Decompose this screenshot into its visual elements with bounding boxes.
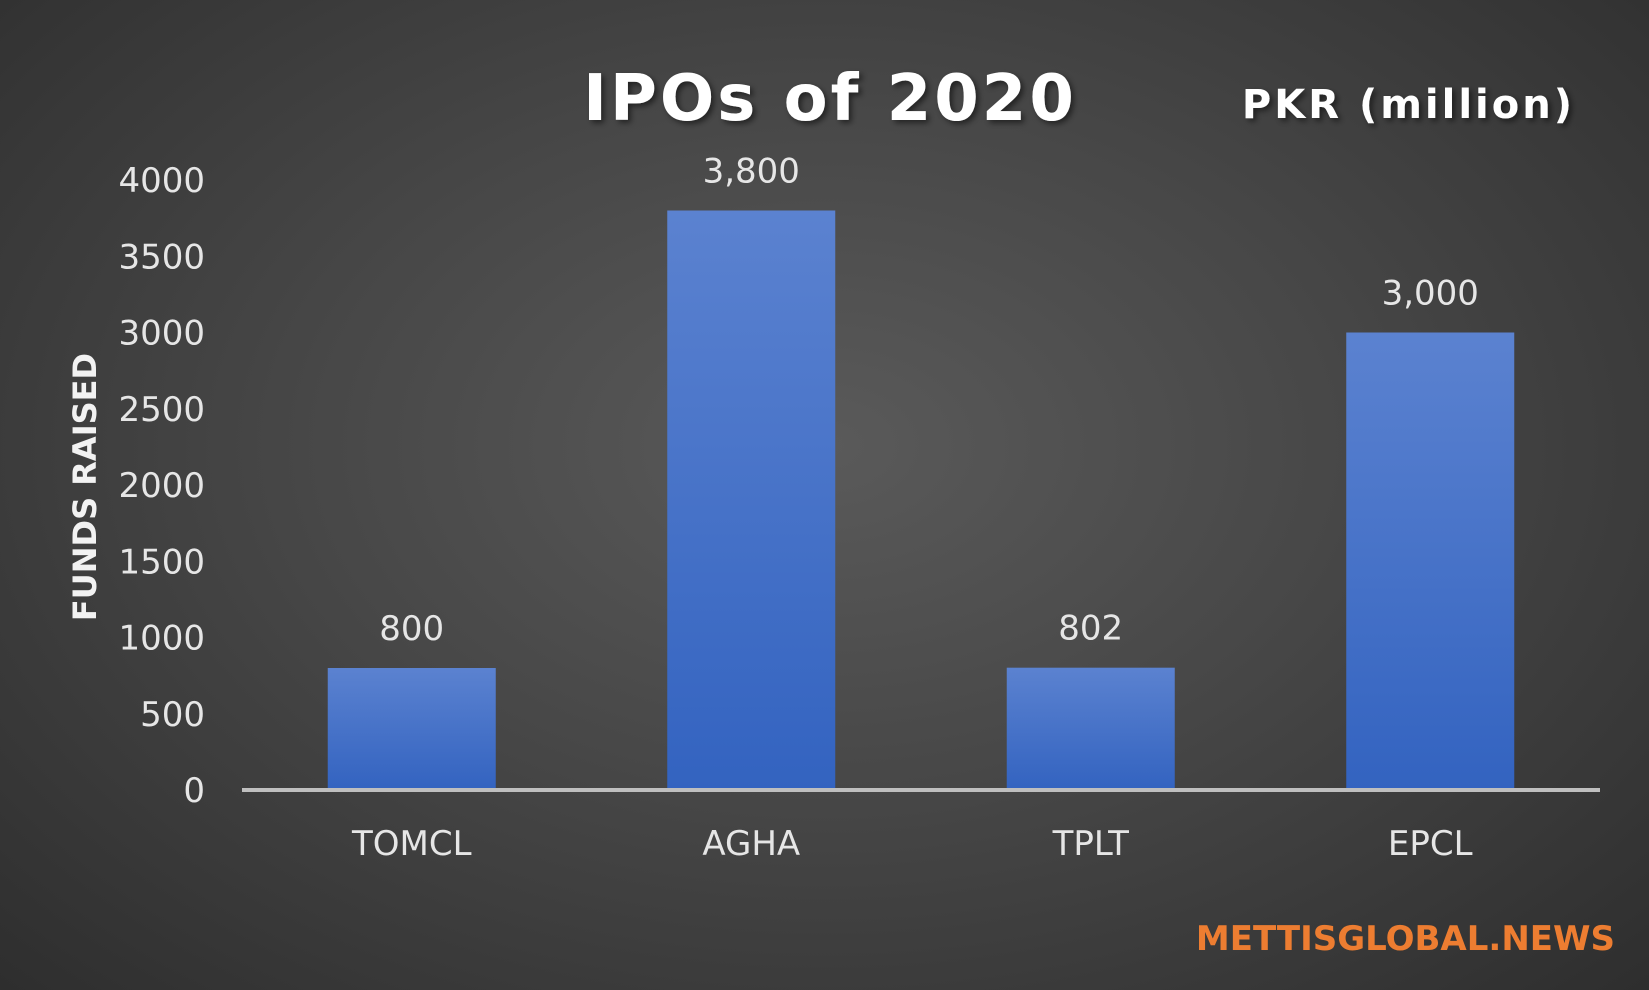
unit-label: PKR (million) <box>1242 82 1575 128</box>
bar-epcl <box>1346 332 1515 790</box>
x-tick-label-epcl: EPCL <box>1388 824 1473 864</box>
y-tick-label: 4000 <box>118 161 205 201</box>
y-tick-label: 1000 <box>118 619 205 659</box>
y-axis-label: FUNDS RAISED <box>66 353 104 621</box>
y-tick-label: 1500 <box>118 542 205 582</box>
y-tick-label: 3500 <box>118 237 205 277</box>
y-tick-label: 3000 <box>118 314 205 354</box>
data-label-tplt: 802 <box>1058 609 1123 649</box>
bar-tomcl <box>327 668 496 790</box>
x-axis-ticks: TOMCL AGHA TPLT EPCL <box>351 824 1473 864</box>
bars-group <box>327 210 1515 790</box>
x-tick-label-tomcl: TOMCL <box>351 824 472 864</box>
data-label-agha: 3,800 <box>703 152 800 192</box>
y-tick-label: 0 <box>183 771 205 811</box>
data-label-tomcl: 800 <box>379 609 444 649</box>
y-tick-label: 2500 <box>118 390 205 430</box>
y-axis-ticks: 0 500 1000 1500 2000 2500 3000 3500 4000 <box>118 161 205 811</box>
bar-tplt <box>1006 667 1175 790</box>
bar-agha <box>667 210 836 790</box>
data-labels-group: 800 3,800 802 3,000 <box>379 152 1479 650</box>
chart-title: IPOs of 2020 <box>583 62 1077 136</box>
data-label-epcl: 3,000 <box>1382 274 1479 314</box>
y-tick-label: 500 <box>140 695 205 735</box>
x-tick-label-agha: AGHA <box>702 824 800 864</box>
y-tick-label: 2000 <box>118 466 205 506</box>
source-watermark: METTISGLOBAL.NEWS <box>1196 919 1615 959</box>
x-tick-label-tplt: TPLT <box>1052 824 1130 864</box>
